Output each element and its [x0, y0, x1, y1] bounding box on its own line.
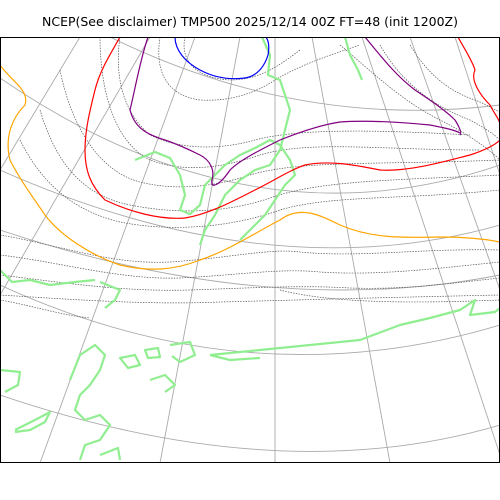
isotherm-line [39, 109, 500, 212]
isotherm-line [99, 37, 481, 168]
isotherm-red [84, 37, 500, 219]
isotherm-line [158, 37, 361, 101]
coastline [149, 373, 177, 393]
meridian-line [361, 37, 500, 456]
meridian-line [409, 37, 500, 291]
isotherm-line [409, 44, 500, 113]
latitude-lines [0, 37, 500, 452]
coastline [134, 138, 297, 241]
coastline [99, 280, 122, 309]
latitude-line [0, 394, 500, 452]
coastline [0, 269, 96, 287]
latitude-line [0, 284, 500, 356]
isotherm-line [19, 139, 500, 228]
latitude-line [0, 77, 500, 194]
latitude-line [109, 37, 500, 111]
coastline [198, 37, 292, 246]
coastline [143, 346, 162, 360]
map-title: NCEP(See disclaimer) TMP500 2025/12/14 0… [41, 14, 458, 29]
map-frame [0, 37, 500, 463]
isotherm-line [0, 274, 500, 291]
isotherm-line [0, 299, 91, 319]
coastline [209, 353, 261, 362]
isotherm-orange [0, 64, 500, 270]
isotherm-red [457, 37, 500, 126]
latitude-line [0, 169, 500, 249]
coastline [169, 340, 197, 364]
meridian-line [0, 37, 81, 171]
coastline [99, 446, 122, 461]
isotherm-line [59, 69, 500, 188]
isotherm-line [0, 234, 500, 263]
meridian-lines [0, 37, 500, 463]
isotherm-line [0, 294, 500, 304]
meridian-line [159, 37, 241, 463]
isotherm-blue [174, 37, 270, 80]
isotherms-thin [0, 37, 500, 319]
isotherm-purple [364, 37, 462, 136]
isotherm-line [0, 254, 500, 279]
coastline [14, 410, 52, 434]
coastlines [0, 37, 500, 461]
isotherm-line [379, 44, 500, 141]
coastline [209, 298, 500, 357]
coastline [68, 343, 112, 461]
temperature-map [0, 37, 500, 463]
coastline [343, 37, 364, 81]
isotherm-line [279, 289, 500, 303]
isotherm-line [118, 37, 471, 148]
isotherm-purple [129, 37, 461, 186]
meridian-line [311, 37, 391, 463]
latitude-line [0, 229, 500, 291]
coastline [118, 353, 142, 370]
meridian-line [454, 37, 500, 176]
coastline [0, 368, 22, 393]
isotherm-line [339, 44, 500, 161]
isotherm-line [183, 37, 301, 81]
meridian-line [0, 37, 151, 296]
meridian-line [39, 37, 196, 463]
